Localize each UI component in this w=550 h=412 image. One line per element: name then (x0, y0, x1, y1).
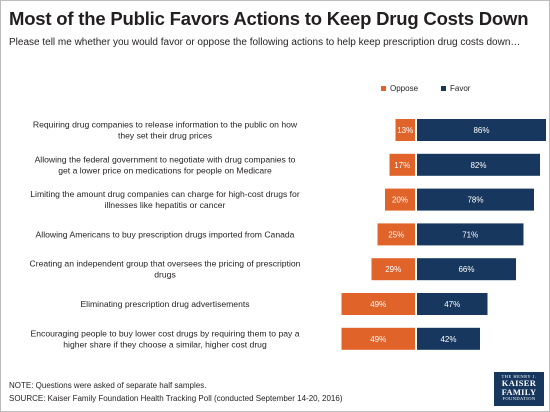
kff-logo: THE HENRY J. KAISER FAMILY FOUNDATION (494, 372, 544, 406)
category-label: Eliminating prescription drug advertisem… (80, 299, 249, 309)
category-label: Allowing the federal government to negot… (35, 154, 296, 164)
legend-label-oppose: Oppose (390, 84, 419, 93)
bar-favor (417, 223, 524, 246)
bar-favor (417, 327, 480, 350)
data-label-oppose: 17% (394, 161, 410, 170)
data-label-favor: 71% (462, 230, 478, 239)
data-label-favor: 66% (458, 265, 474, 274)
data-label-oppose: 13% (397, 126, 413, 135)
logo-line-3: FAMILY (501, 386, 537, 397)
data-label-oppose: 29% (385, 265, 401, 274)
category-label: Creating an independent group that overs… (30, 259, 301, 269)
bar-favor (417, 293, 488, 315)
category-label: Encouraging people to buy lower cost dru… (31, 328, 300, 338)
bar-oppose (389, 153, 415, 176)
category-label: higher share if they choose a similar, h… (63, 339, 267, 349)
bar-favor (417, 153, 540, 176)
bar-oppose (341, 293, 415, 315)
data-label-favor: 78% (467, 196, 483, 205)
category-label: Requiring drug companies to release info… (33, 120, 298, 130)
data-label-oppose: 49% (370, 300, 386, 309)
chart-title: Most of the Public Favors Actions to Kee… (9, 8, 529, 29)
bar-oppose (385, 188, 415, 211)
source-text: SOURCE: Kaiser Family Foundation Health … (9, 394, 343, 403)
note-text: NOTE: Questions were asked of separate h… (9, 381, 207, 390)
chart-subtitle: Please tell me whether you would favor o… (9, 37, 521, 48)
bar-favor (417, 188, 534, 211)
data-label-oppose: 49% (370, 335, 386, 344)
logo-line-4: FOUNDATION (502, 396, 536, 401)
data-label-oppose: 25% (388, 230, 404, 239)
legend-label-favor: Favor (450, 84, 471, 93)
bar-favor (417, 119, 546, 141)
data-label-favor: 47% (444, 300, 460, 309)
data-label-favor: 42% (440, 335, 456, 344)
category-label: Allowing Americans to buy prescription d… (36, 229, 295, 239)
legend-swatch-favor (441, 86, 446, 91)
bar-oppose (395, 119, 415, 141)
bar-oppose (377, 223, 415, 246)
category-label: Limiting the amount drug companies can c… (30, 189, 300, 199)
bar-favor (417, 258, 516, 281)
category-label: they set their drug prices (118, 131, 212, 141)
data-label-oppose: 20% (392, 196, 408, 205)
data-label-favor: 86% (473, 126, 489, 135)
logo-line-1: THE HENRY J. (501, 374, 537, 379)
category-label: get a lower price on medications for peo… (58, 165, 272, 175)
logo-line-2: KAISER (501, 378, 537, 388)
category-label: drugs (154, 270, 176, 280)
data-label-favor: 82% (470, 161, 486, 170)
legend-swatch-oppose (381, 86, 386, 91)
bar-oppose (371, 258, 415, 281)
bar-oppose (341, 327, 415, 350)
category-label: illnesses like hepatitis or cancer (105, 200, 226, 210)
